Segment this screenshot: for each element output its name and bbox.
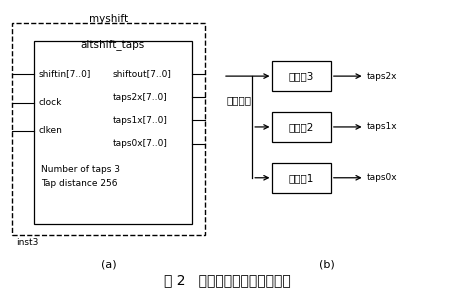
Text: taps2x[7..0]: taps2x[7..0] [113,93,167,102]
Text: taps0x[7..0]: taps0x[7..0] [113,139,168,148]
Text: 输入像素: 输入像素 [226,95,251,105]
Text: (a): (a) [101,259,116,269]
Bar [34,41,192,223]
Text: 行缓冲2: 行缓冲2 [289,122,314,132]
Text: (b): (b) [318,259,334,269]
Text: myshift: myshift [89,14,128,24]
Text: 行缓冲1: 行缓冲1 [289,173,314,183]
Text: 行缓冲3: 行缓冲3 [289,71,314,81]
Text: clken: clken [39,126,63,135]
Text: shiftout[7..0]: shiftout[7..0] [113,70,172,78]
Text: altshift_taps: altshift_taps [81,39,145,50]
Bar [273,61,331,91]
Text: 图 2   移位寄存器及功能示意图: 图 2 移位寄存器及功能示意图 [164,274,291,287]
Text: inst3: inst3 [16,238,39,247]
Text: taps1x[7..0]: taps1x[7..0] [113,116,168,125]
Text: shiftin[7..0]: shiftin[7..0] [39,70,91,78]
Text: taps0x: taps0x [367,173,398,182]
Text: taps1x: taps1x [367,123,398,131]
Bar [273,163,331,193]
Bar [273,112,331,142]
Text: clock: clock [39,99,62,107]
Text: taps2x: taps2x [367,72,397,81]
Text: Number of taps 3
Tap distance 256: Number of taps 3 Tap distance 256 [41,165,120,188]
Bar [12,23,205,235]
